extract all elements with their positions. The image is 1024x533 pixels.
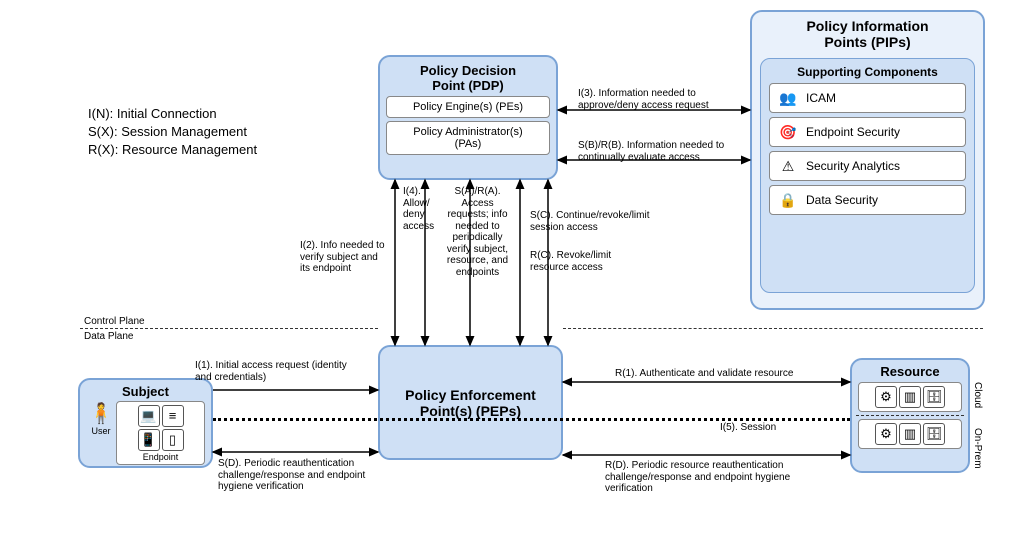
pep-title: Policy Enforcement Point(s) (PEPs)	[405, 387, 536, 419]
onprem-label: On-Prem	[972, 428, 983, 469]
pip-title-l1: Policy Information	[752, 18, 983, 34]
endpoint-label: Endpoint	[119, 452, 202, 462]
session-line	[213, 418, 850, 421]
pip-comp-analytics: ⚠ Security Analytics	[769, 151, 966, 181]
label-r1: R(1). Authenticate and validate resource	[615, 368, 815, 380]
plane-divider-1	[80, 328, 378, 329]
lock-icon: 🔒	[778, 190, 798, 210]
resource-box: Resource ⚙▥🗄 ⚙▥🗄	[850, 358, 970, 473]
pip-comp-data: 🔒 Data Security	[769, 185, 966, 215]
legend-line-1: I(N): Initial Connection	[88, 105, 257, 123]
pip-title-l2: Points (PIPs)	[752, 34, 983, 50]
server-icon: ≡	[162, 405, 184, 427]
pip-box: Policy Information Points (PIPs) Support…	[750, 10, 985, 310]
cloud-db-icon: 🗄	[923, 386, 945, 408]
cloud-app-icon: ⚙	[875, 386, 897, 408]
people-icon: 👥	[778, 88, 798, 108]
pdp-title-l1: Policy Decision	[380, 63, 556, 78]
label-sc: S(C). Continue/revoke/limit session acce…	[530, 210, 650, 233]
pdp-pe: Policy Engine(s) (PEs)	[386, 96, 550, 118]
pdp-pa-l2: (PAs)	[395, 138, 541, 150]
cloud-label: Cloud	[972, 382, 983, 408]
pip-c1-label: ICAM	[806, 91, 836, 105]
user-label: User	[86, 426, 116, 436]
legend-line-3: R(X): Resource Management	[88, 141, 257, 159]
label-i4: I(4). Allow/ deny access	[403, 186, 443, 232]
plane-divider-2	[563, 328, 983, 329]
subject-title: Subject	[80, 384, 211, 399]
prem-app-icon: ⚙	[875, 423, 897, 445]
pip-c2-label: Endpoint Security	[806, 125, 900, 139]
pip-title: Policy Information Points (PIPs)	[752, 18, 983, 50]
data-plane-label: Data Plane	[84, 331, 133, 342]
pdp-pa: Policy Administrator(s) (PAs)	[386, 121, 550, 155]
phone-icon: 📱	[138, 429, 160, 451]
pep-title-l1: Policy Enforcement	[405, 387, 536, 403]
control-plane-label: Control Plane	[84, 316, 145, 327]
label-sd: S(D). Periodic reauthentication challeng…	[218, 458, 378, 493]
user-icon: 🧍	[86, 401, 116, 426]
cloud-srv-icon: ▥	[899, 386, 921, 408]
legend-line-2: S(X): Session Management	[88, 123, 257, 141]
pep-box: Policy Enforcement Point(s) (PEPs)	[378, 345, 563, 460]
prem-db-icon: 🗄	[923, 423, 945, 445]
label-sara: S(A)/R(A). Access requests; info needed …	[440, 186, 515, 278]
target-icon: 🎯	[778, 122, 798, 142]
pip-support-title: Supporting Components	[763, 65, 972, 79]
resource-divider	[856, 415, 964, 416]
prem-srv-icon: ▥	[899, 423, 921, 445]
pdp-pa-l1: Policy Administrator(s)	[395, 126, 541, 138]
device-icon: ▯	[162, 429, 184, 451]
pdp-title: Policy Decision Point (PDP)	[380, 63, 556, 93]
label-i5: I(5). Session	[720, 422, 800, 434]
pip-comp-icam: 👥 ICAM	[769, 83, 966, 113]
pep-title-l2: Point(s) (PEPs)	[405, 403, 536, 419]
resource-title: Resource	[852, 364, 968, 379]
warning-icon: ⚠	[778, 156, 798, 176]
subject-box: Subject 🧍 User 💻≡ 📱▯ Endpoint	[78, 378, 213, 468]
pip-comp-endpoint: 🎯 Endpoint Security	[769, 117, 966, 147]
label-sbrb: S(B)/R(B). Information needed to continu…	[578, 140, 748, 163]
pip-c3-label: Security Analytics	[806, 159, 900, 173]
laptop-icon: 💻	[138, 405, 160, 427]
pip-c4-label: Data Security	[806, 193, 878, 207]
legend: I(N): Initial Connection S(X): Session M…	[88, 105, 257, 160]
label-i2: I(2). Info needed to verify subject and …	[300, 240, 390, 275]
label-rd: R(D). Periodic resource reauthentication…	[605, 460, 825, 495]
pip-supporting: Supporting Components 👥 ICAM 🎯 Endpoint Se…	[760, 58, 975, 293]
label-i1: I(1). Initial access request (identity a…	[195, 360, 365, 383]
pdp-title-l2: Point (PDP)	[380, 78, 556, 93]
label-i3: I(3). Information needed to approve/deny…	[578, 88, 738, 111]
label-rc: R(C). Revoke/limit resource access	[530, 250, 650, 273]
pdp-box: Policy Decision Point (PDP) Policy Engin…	[378, 55, 558, 180]
